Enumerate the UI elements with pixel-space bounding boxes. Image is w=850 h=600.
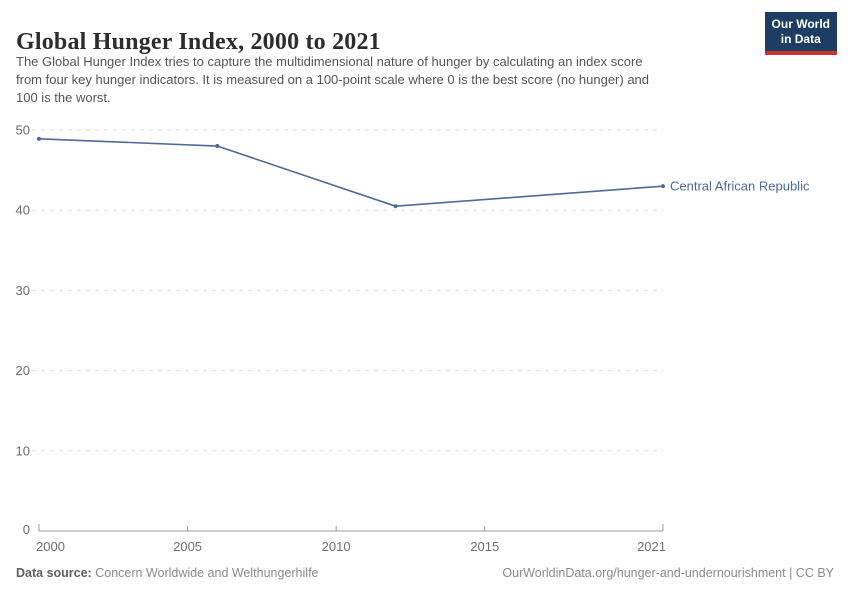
owid-logo[interactable]: Our World in Data bbox=[764, 12, 837, 55]
x-tick-label: 2015 bbox=[470, 539, 499, 554]
y-tick-label: 0 bbox=[23, 522, 30, 537]
subtitle-line: 100 is the worst. bbox=[16, 90, 111, 105]
owid-logo-line1: Our World bbox=[771, 17, 830, 31]
x-tick-label: 2000 bbox=[36, 539, 65, 554]
y-tick-label: 10 bbox=[16, 443, 30, 458]
x-tick-label: 2010 bbox=[322, 539, 351, 554]
x-tick-label: 2021 bbox=[637, 539, 666, 554]
y-tick-label: 40 bbox=[16, 203, 30, 218]
subtitle-line: from four key hunger indicators. It is m… bbox=[16, 72, 650, 87]
data-source: Data source: Concern Worldwide and Welth… bbox=[16, 566, 319, 580]
y-tick-label: 30 bbox=[16, 283, 30, 298]
chart-subtitle: The Global Hunger Index tries to capture… bbox=[16, 53, 756, 107]
y-tick-label: 20 bbox=[16, 363, 30, 378]
data-point[interactable] bbox=[661, 184, 665, 189]
data-point[interactable] bbox=[393, 204, 398, 209]
y-tick-label: 50 bbox=[16, 123, 30, 138]
series-line[interactable] bbox=[38, 138, 664, 207]
owid-logo-line2: in Data bbox=[780, 32, 821, 46]
subtitle-line: The Global Hunger Index tries to capture… bbox=[16, 54, 643, 69]
data-source-label: Data source: bbox=[16, 566, 92, 580]
series-end-label: Central African Republic bbox=[670, 179, 810, 194]
chart-footer: Data source: Concern Worldwide and Welth… bbox=[16, 566, 834, 580]
data-point[interactable] bbox=[215, 144, 220, 149]
x-tick-label: 2005 bbox=[173, 539, 202, 554]
data-source-value: Concern Worldwide and Welthungerhilfe bbox=[95, 566, 319, 580]
data-point[interactable] bbox=[37, 136, 41, 141]
owid-cc-link[interactable]: OurWorldinData.org/hunger-and-undernouri… bbox=[502, 566, 834, 580]
page-title: Global Hunger Index, 2000 to 2021 bbox=[16, 29, 381, 56]
